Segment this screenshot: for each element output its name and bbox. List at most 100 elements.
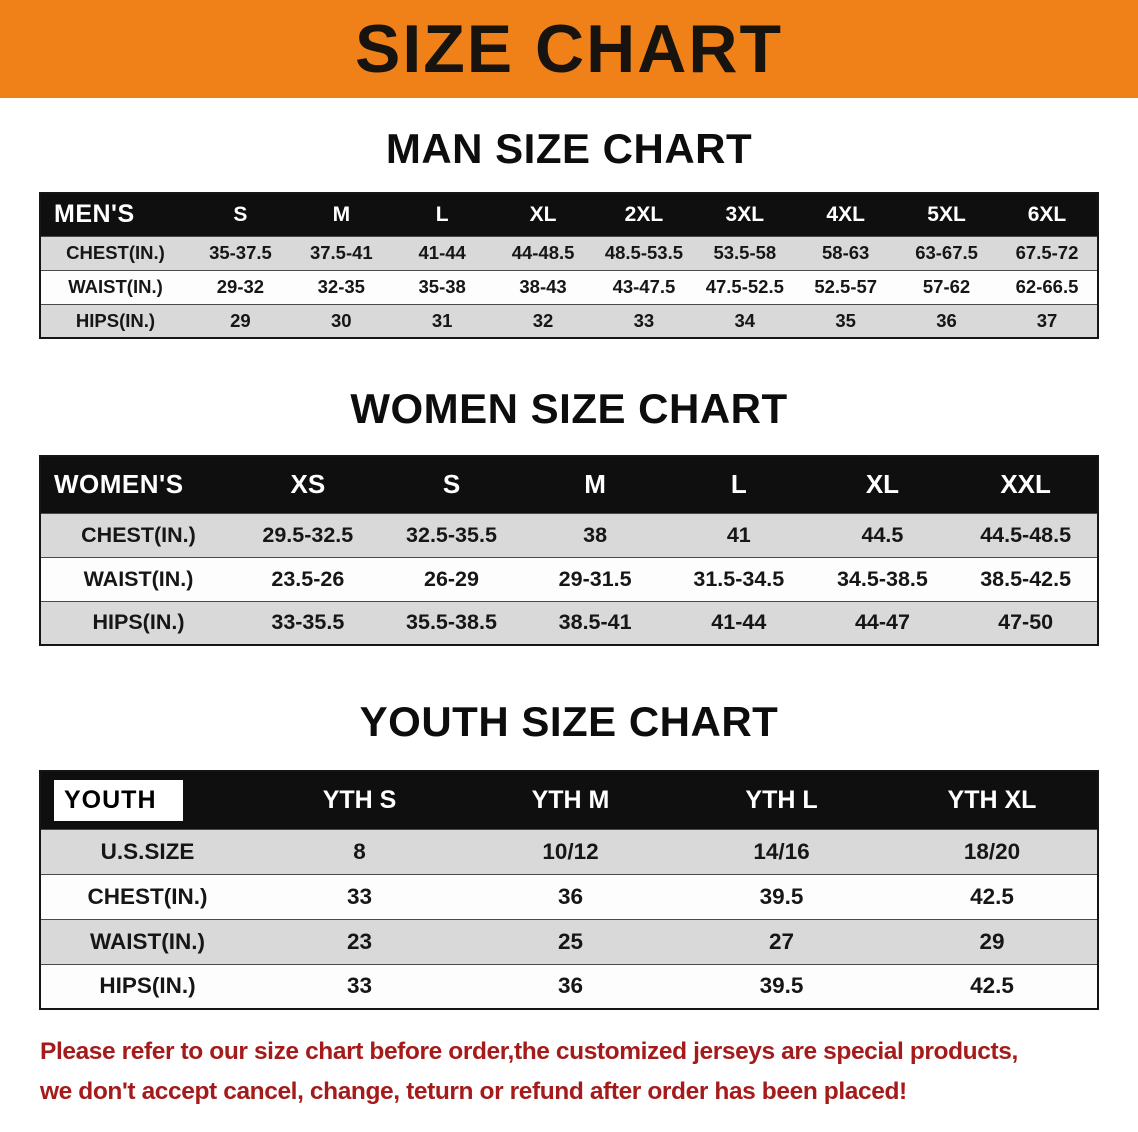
size-column-header: L — [391, 193, 493, 236]
disclaimer: Please refer to our size chart before or… — [40, 1032, 1098, 1111]
size-value-cell: 32.5-35.5 — [406, 522, 497, 547]
table-row: CHEST(IN.) 33 36 39.5 42.5 — [40, 874, 1098, 919]
size-value-cell: 53.5-58 — [713, 242, 777, 263]
women-section-heading: WOMEN SIZE CHART — [350, 385, 788, 432]
size-value-cell: 31 — [431, 309, 453, 331]
size-value-cell: 29-31.5 — [558, 566, 632, 591]
size-value-cell: 35 — [835, 309, 856, 331]
size-column-header: YTH S — [254, 771, 465, 829]
size-value-cell: 31.5-34.5 — [693, 566, 785, 591]
row-label: HIPS(IN.) — [92, 610, 185, 635]
table-corner-text: WOMEN'S — [54, 469, 184, 500]
youth-section-heading: YOUTH SIZE CHART — [359, 698, 779, 745]
size-value-cell: 43-47.5 — [612, 276, 676, 297]
size-value-cell: 29 — [979, 928, 1005, 954]
size-column-header: YTH XL — [887, 771, 1098, 829]
size-value-cell: 36 — [557, 973, 584, 999]
row-label: HIPS(IN.) — [75, 309, 156, 331]
size-value-cell: 33 — [346, 883, 373, 909]
table-row: CHEST(IN.) 29.5-32.5 32.5-35.5 38 41 44.5 44.5… — [40, 513, 1098, 557]
size-column-header: M — [523, 456, 667, 513]
size-value-cell: 27 — [768, 928, 795, 954]
size-value-cell: 36 — [936, 309, 957, 331]
size-value-cell: 38.5-41 — [558, 610, 632, 635]
size-value-cell: 29 — [230, 309, 251, 331]
table-row: HIPS(IN.) 33 36 39.5 42.5 — [40, 964, 1098, 1009]
table-header-row: YOUTH YTH S YTH M YTH L YTH XL — [40, 771, 1098, 829]
size-value-cell: 33-35.5 — [271, 610, 345, 635]
size-value-cell: 38.5-42.5 — [980, 566, 1072, 591]
row-label: WAIST(IN.) — [83, 566, 194, 591]
size-value-cell: 33 — [346, 973, 373, 999]
size-value-cell: 44.5 — [861, 522, 904, 547]
row-label: HIPS(IN.) — [99, 973, 196, 999]
table-header-row: WOMEN'S XS S M L XL XXL — [40, 456, 1098, 513]
table-row: U.S.SIZE 8 10/12 14/16 18/20 — [40, 829, 1098, 874]
table-corner-label: WOMEN'S — [40, 456, 236, 513]
size-value-cell: 41-44 — [418, 242, 466, 263]
size-value-cell: 41-44 — [711, 610, 767, 635]
size-column-header: XL — [810, 456, 955, 513]
table-row: CHEST(IN.) 35-37.5 37.5-41 41-44 44-48.5 48.5… — [40, 236, 1098, 270]
disclaimer-line-2: we don't accept cancel, change, teturn o… — [40, 1077, 907, 1105]
table-row: HIPS(IN.) 33-35.5 35.5-38.5 38.5-41 41-44 44-… — [40, 601, 1098, 645]
size-value-cell: 44-48.5 — [511, 242, 575, 263]
size-column-header: 6XL — [997, 193, 1098, 236]
size-column-header: YTH M — [465, 771, 676, 829]
size-column-header: XXL — [954, 456, 1098, 513]
size-value-cell: 30 — [331, 309, 352, 331]
table-row: HIPS(IN.) 29 30 31 32 33 34 35 36 37 — [40, 304, 1098, 338]
size-value-cell: 41 — [726, 522, 751, 547]
size-value-cell: 25 — [557, 928, 584, 954]
size-value-cell: 35.5-38.5 — [406, 610, 497, 635]
row-label: WAIST(IN.) — [68, 276, 163, 297]
row-label: CHEST(IN.) — [87, 883, 208, 909]
size-value-cell: 32 — [532, 309, 554, 331]
size-column-header: XL — [492, 193, 594, 236]
size-value-cell: 47.5-52.5 — [705, 276, 784, 297]
size-column-header: L — [666, 456, 811, 513]
size-value-cell: 35-38 — [418, 276, 466, 297]
size-value-cell: 38 — [583, 522, 608, 547]
row-label: CHEST(IN.) — [66, 242, 165, 263]
table-row: WAIST(IN.) 23.5-26 26-29 29-31.5 31.5-34.5 34… — [40, 557, 1098, 601]
size-value-cell: 63-67.5 — [915, 242, 978, 263]
size-value-cell: 32-35 — [317, 276, 365, 297]
table-corner-label: YOUTH — [40, 771, 254, 829]
size-value-cell: 37.5-41 — [309, 242, 373, 263]
size-value-cell: 39.5 — [759, 973, 804, 999]
disclaimer-line-1: Please refer to our size chart before or… — [40, 1038, 1018, 1065]
size-value-cell: 10/12 — [542, 838, 599, 864]
size-value-cell: 26-29 — [423, 566, 479, 591]
row-label: CHEST(IN.) — [81, 522, 196, 547]
size-value-cell: 23.5-26 — [271, 566, 345, 591]
size-value-cell: 57-62 — [922, 276, 971, 297]
size-value-cell: 38-43 — [519, 276, 567, 297]
banner: SIZE CHART — [0, 0, 1138, 98]
size-value-cell: 33 — [633, 309, 655, 331]
size-value-cell: 42.5 — [970, 883, 1014, 909]
size-column-header: S — [379, 456, 524, 513]
size-value-cell: 44.5-48.5 — [980, 522, 1072, 547]
size-value-cell: 58-63 — [822, 242, 870, 263]
size-value-cell: 34 — [734, 309, 756, 331]
women-size-table: WOMEN'S XS S M L XL XXL CHEST(IN.) 29.5-32.5 32.5… — [39, 455, 1099, 646]
table-row: WAIST(IN.) 23 25 27 29 — [40, 919, 1098, 964]
size-value-cell: 47-50 — [998, 610, 1054, 635]
size-column-header: 5XL — [896, 193, 997, 236]
table-corner-text: YOUTH — [54, 779, 183, 821]
size-value-cell: 62-66.5 — [1015, 276, 1079, 297]
size-column-header: XS — [236, 456, 380, 513]
table-row: WAIST(IN.) 29-32 32-35 35-38 38-43 43-47.5 47.… — [40, 270, 1098, 304]
size-value-cell: 39.5 — [759, 883, 804, 909]
men-section-heading: MAN SIZE CHART — [385, 125, 753, 172]
size-column-header: M — [290, 193, 392, 236]
size-value-cell: 36 — [557, 883, 584, 909]
size-column-header: YTH L — [676, 771, 887, 829]
size-column-header: 3XL — [694, 193, 796, 236]
size-value-cell: 35-37.5 — [209, 242, 272, 263]
size-value-cell: 44-47 — [854, 610, 910, 635]
size-value-cell: 48.5-53.5 — [604, 242, 684, 263]
size-value-cell: 14/16 — [753, 838, 810, 864]
